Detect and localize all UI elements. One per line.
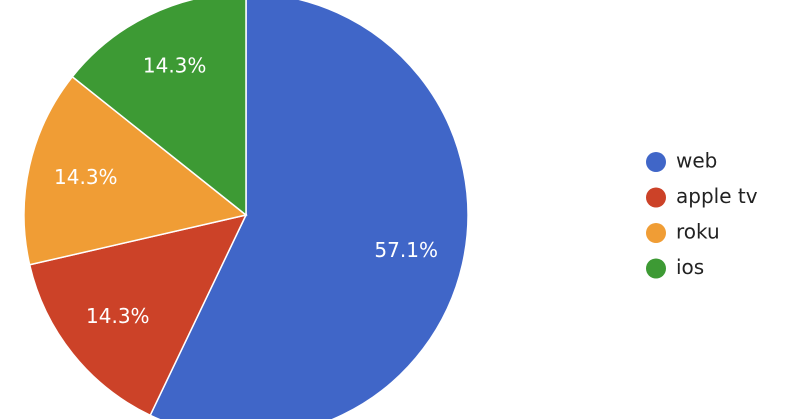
legend-marker (646, 223, 666, 243)
legend-marker (646, 258, 666, 279)
pie-slice (23, 75, 248, 266)
legend-label: ios (676, 255, 704, 279)
slice-label: 14.3% (86, 304, 150, 328)
legend-marker (646, 152, 666, 172)
slice-label: 57.1% (374, 238, 438, 262)
pie-slice (28, 213, 248, 417)
legend-label: roku (676, 220, 720, 244)
pie-slice (71, 0, 247, 217)
legend-marker (646, 187, 666, 208)
slice-label: 14.3% (143, 54, 207, 78)
legend-label: apple tv (676, 184, 758, 208)
legend-label: web (676, 149, 717, 173)
pie-slice (149, 0, 469, 419)
slice-label: 14.3% (54, 165, 118, 189)
